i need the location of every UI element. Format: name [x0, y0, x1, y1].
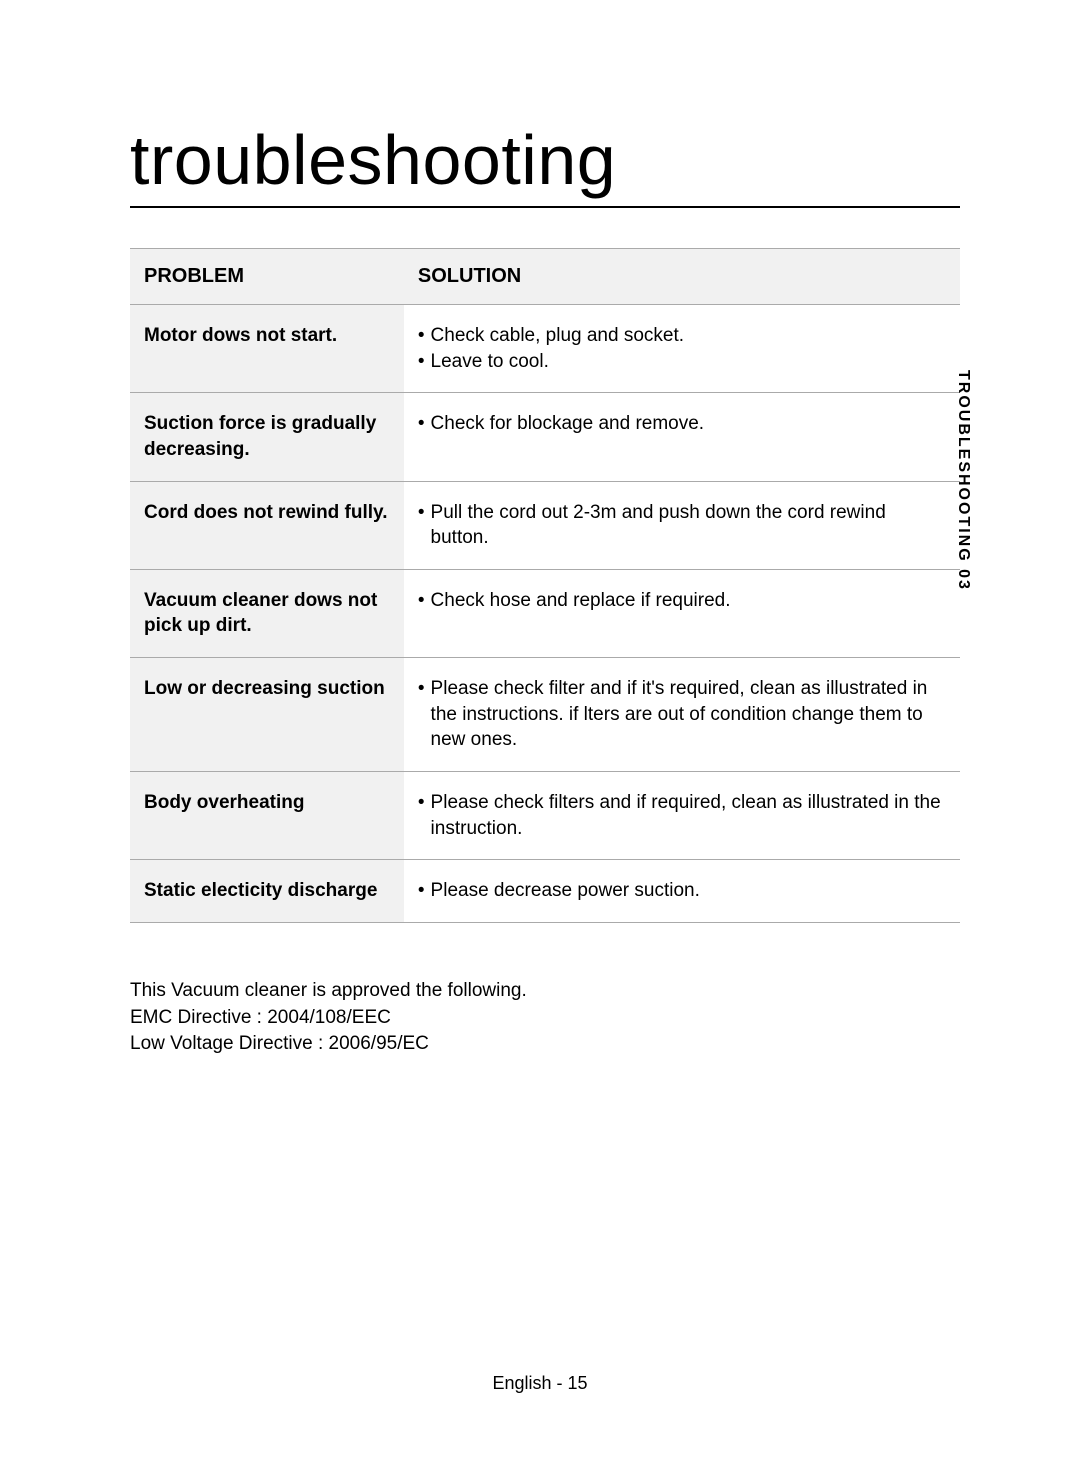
- solution-text: Check for blockage and remove.: [431, 411, 705, 437]
- solution-text: Check cable, plug and socket.: [431, 323, 685, 349]
- bullet-icon: •: [418, 349, 425, 375]
- solution-text: Leave to cool.: [431, 349, 549, 375]
- table-row: Vacuum cleaner dows not pick up dirt. •Ch…: [130, 569, 960, 657]
- problem-cell: Vacuum cleaner dows not pick up dirt.: [130, 569, 404, 657]
- bullet-icon: •: [418, 323, 425, 349]
- solution-cell: •Check hose and replace if required.: [404, 569, 960, 657]
- table-row: Motor dows not start.•Check cable, plug …: [130, 305, 960, 393]
- solution-text: Please decrease power suction.: [431, 878, 700, 904]
- solution-cell: •Pull the cord out 2-3m and push down th…: [404, 481, 960, 569]
- solution-bullet: •Check hose and replace if required.: [418, 588, 946, 614]
- document-page: troubleshooting TROUBLESHOOTING 03 PROBL…: [0, 0, 1080, 1058]
- col-header-solution: SOLUTION: [404, 249, 960, 305]
- bullet-icon: •: [418, 500, 425, 526]
- approval-line: EMC Directive : 2004/108/EEC: [130, 1005, 960, 1032]
- solution-text: Check hose and replace if required.: [431, 588, 731, 614]
- bullet-icon: •: [418, 676, 425, 702]
- bullet-icon: •: [418, 790, 425, 816]
- bullet-icon: •: [418, 411, 425, 437]
- solution-bullet: •Check for blockage and remove.: [418, 411, 946, 437]
- approvals-block: This Vacuum cleaner is approved the foll…: [130, 978, 960, 1058]
- page-footer: English - 15: [0, 1373, 1080, 1394]
- solution-text: Pull the cord out 2-3m and push down the…: [431, 500, 946, 551]
- solution-text: Please check filter and if it's required…: [431, 676, 946, 753]
- solution-cell: •Please check filters and if required, c…: [404, 772, 960, 860]
- problem-cell: Suction force is gradually decreasing.: [130, 393, 404, 481]
- solution-bullet: •Please decrease power suction.: [418, 878, 946, 904]
- page-title: troubleshooting: [130, 120, 960, 208]
- table-row: Low or decreasing suction•Please check f…: [130, 658, 960, 772]
- solution-bullet: •Check cable, plug and socket.: [418, 323, 946, 349]
- problem-cell: Body overheating: [130, 772, 404, 860]
- table-row: Suction force is gradually decreasing. •C…: [130, 393, 960, 481]
- bullet-icon: •: [418, 878, 425, 904]
- table-header-row: PROBLEM SOLUTION: [130, 249, 960, 305]
- table-row: Static electicity discharge •Please decre…: [130, 860, 960, 923]
- approval-line: This Vacuum cleaner is approved the foll…: [130, 978, 960, 1005]
- solution-cell: •Check for blockage and remove.: [404, 393, 960, 481]
- problem-cell: Static electicity discharge: [130, 860, 404, 923]
- table-row: Body overheating •Please check filters an…: [130, 772, 960, 860]
- solution-cell: •Please check filter and if it's require…: [404, 658, 960, 772]
- solution-bullet: •Please check filter and if it's require…: [418, 676, 946, 753]
- col-header-problem: PROBLEM: [130, 249, 404, 305]
- troubleshooting-table: PROBLEM SOLUTION Motor dows not start.•C…: [130, 248, 960, 923]
- solution-text: Please check filters and if required, cl…: [431, 790, 946, 841]
- problem-cell: Motor dows not start.: [130, 305, 404, 393]
- bullet-icon: •: [418, 588, 425, 614]
- solution-cell: •Check cable, plug and socket.•Leave to …: [404, 305, 960, 393]
- solution-bullet: •Pull the cord out 2-3m and push down th…: [418, 500, 946, 551]
- problem-cell: Cord does not rewind fully.: [130, 481, 404, 569]
- approval-line: Low Voltage Directive : 2006/95/EC: [130, 1031, 960, 1058]
- problem-cell: Low or decreasing suction: [130, 658, 404, 772]
- side-tab-label: TROUBLESHOOTING 03: [954, 370, 972, 591]
- table-row: Cord does not rewind fully. •Pull the cor…: [130, 481, 960, 569]
- solution-cell: •Please decrease power suction.: [404, 860, 960, 923]
- solution-bullet: •Leave to cool.: [418, 349, 946, 375]
- solution-bullet: •Please check filters and if required, c…: [418, 790, 946, 841]
